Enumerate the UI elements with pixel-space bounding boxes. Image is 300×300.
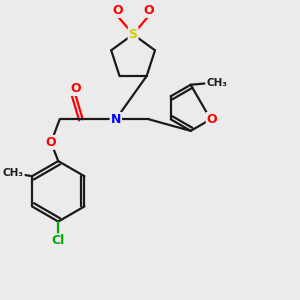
Text: S: S: [129, 28, 138, 41]
Text: O: O: [207, 113, 218, 126]
Text: CH₃: CH₃: [3, 168, 24, 178]
Text: N: N: [111, 113, 121, 126]
Text: O: O: [144, 4, 154, 17]
Text: Cl: Cl: [52, 234, 65, 247]
Text: CH₃: CH₃: [206, 78, 227, 88]
Text: O: O: [112, 4, 123, 17]
Text: O: O: [46, 136, 56, 149]
Text: O: O: [70, 82, 81, 95]
